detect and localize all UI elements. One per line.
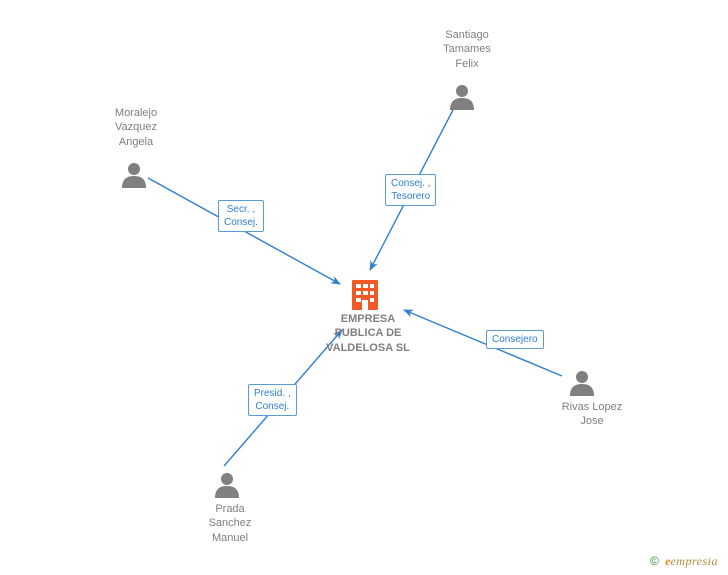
center-label: EMPRESA PUBLICA DE VALDELOSA SL [320,312,416,355]
person-icon [215,473,239,498]
edge-label-santiago: Consej. , Tesorero [385,174,436,206]
copyright-symbol: © [650,554,659,568]
person-label-moralejo: Moralejo Vazquez Angela [101,106,171,149]
person-icon [122,163,146,188]
person-label-prada: Prada Sanchez Manuel [195,502,265,545]
edge-label-prada: Presid. , Consej. [248,384,297,416]
watermark-text: empresia [670,554,718,568]
center-node [352,280,378,310]
diagram-canvas [0,0,728,575]
person-icon [570,371,594,396]
person-icon [450,85,474,110]
person-label-santiago: Santiago Tamames Felix [432,28,502,71]
watermark: © eempresia [650,554,718,569]
edge-label-rivas: Consejero [486,330,544,349]
person-label-rivas: Rivas Lopez Jose [552,400,632,429]
edge-label-moralejo: Secr. , Consej. [218,200,264,232]
